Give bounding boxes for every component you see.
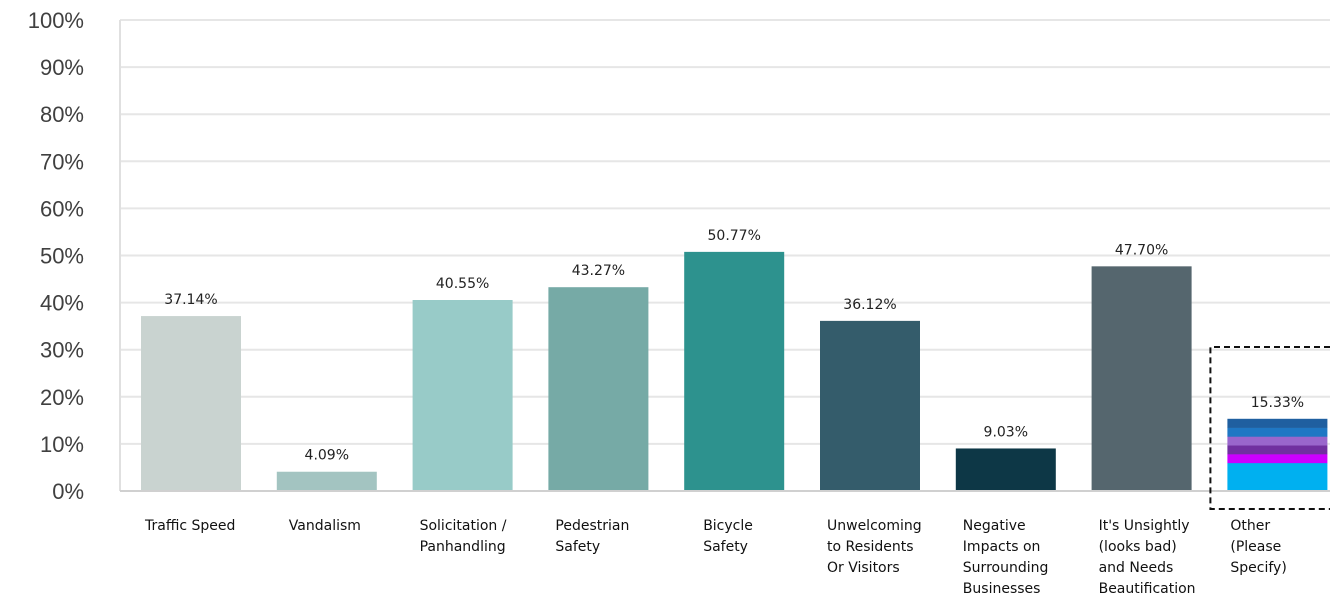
bar-segment [1227,418,1328,428]
category-label: Solicitation / Panhandling [420,518,507,555]
data-label: 43.27% [572,263,625,279]
bar-segment [1227,445,1328,455]
x-axis: Traffic Speed Vandalism Solicitation / Panh… [120,490,1330,597]
highlight-box [1209,346,1330,510]
category-label: Traffic Speed [144,518,235,534]
data-label: 15.33% [1251,395,1304,411]
data-labels: 37.14% 4.09% 40.55% 43.27% 50.77% 36.12% 9.03%… [164,228,1304,464]
bar [684,251,785,491]
data-label: 37.14% [164,292,217,308]
category-label: Unwelcoming to Residents Or Visitors [827,518,922,576]
category-label: Negative Impacts on Surrounding Businesses [963,518,1049,597]
y-tick-label: 30% [40,338,84,363]
bar [548,287,649,491]
bar [141,316,241,491]
data-label: 40.55% [436,276,489,292]
category-label: It's Unsightly (looks bad) and Needs Beauti… [1099,518,1196,597]
bar-segment [1227,454,1328,464]
y-tick-label: 0% [52,479,84,504]
y-tick-label: 50% [40,244,84,269]
y-tick-label: 80% [40,102,84,127]
bar-segment [1227,427,1328,437]
data-label: 36.12% [843,297,896,313]
y-tick-label: 20% [40,385,84,410]
bar [955,448,1056,491]
y-tick-label: 90% [40,55,84,80]
y-tick-label: 60% [40,196,84,221]
y-axis: 0% 10% 20% 30% 40% 50% 60% 70% 80% 90% 100% [28,8,121,504]
bars [141,251,1328,492]
data-label: 4.09% [305,448,349,464]
y-tick-label: 10% [40,432,84,457]
bar-segment [1227,462,1328,492]
y-tick-label: 70% [40,149,84,174]
data-label: 9.03% [984,424,1028,440]
dashed-highlight-box [1209,346,1330,510]
bar [820,320,920,491]
y-tick-label: 100% [28,8,84,33]
data-label: 47.70% [1115,242,1168,258]
bar [1091,266,1192,491]
category-label: Bicycle Safety [703,518,753,555]
category-label: Pedestrian Safety [555,518,629,555]
category-label: Other (Please Specify) [1230,518,1286,576]
category-label: Vandalism [289,518,361,534]
y-tick-label: 40% [40,291,84,316]
bar [412,300,513,491]
bar [276,471,377,491]
bar-segment [1227,436,1328,446]
data-label: 50.77% [708,228,761,244]
